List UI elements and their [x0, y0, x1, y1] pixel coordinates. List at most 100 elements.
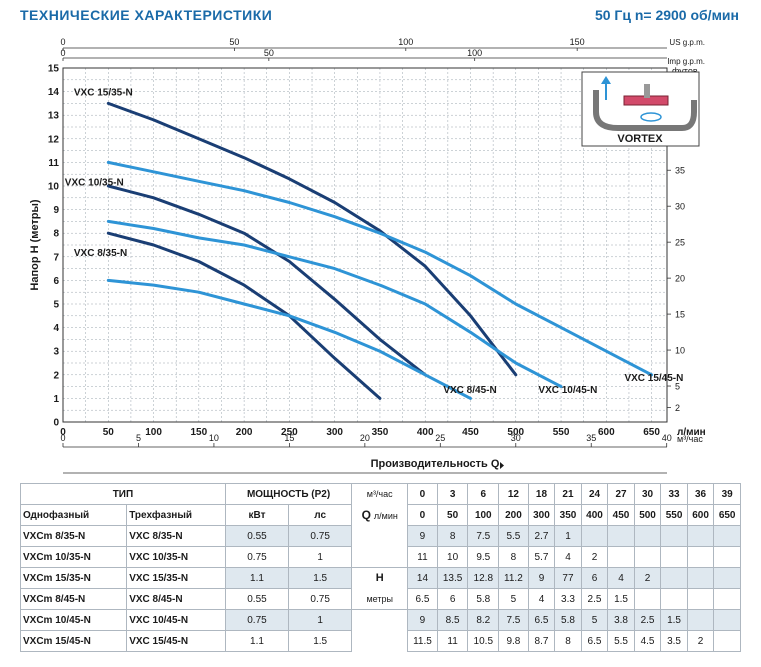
head-value: [633, 546, 662, 568]
head-value: [580, 525, 609, 547]
h-spacer: [351, 630, 409, 652]
head-value: 3.8: [607, 609, 635, 631]
q-lmin-cell: 600: [686, 504, 715, 526]
imp-unit-label: Imp g.p.m.: [667, 57, 705, 66]
power-kw: 0.55: [224, 588, 290, 610]
ft-tick-label: 20: [675, 274, 685, 284]
head-value: [633, 588, 662, 610]
head-value: [660, 546, 688, 568]
x-tick-label-m3h: 35: [586, 433, 596, 443]
head-value: [607, 546, 635, 568]
x-tick-label-lmin: 400: [417, 427, 434, 438]
us-tick-label: 0: [60, 37, 65, 47]
imp-tick-label: 50: [264, 48, 274, 58]
model-three: VXC 10/45-N: [126, 609, 226, 631]
x-tick-label-lmin: 0: [60, 427, 66, 438]
head-value: 5.7: [527, 546, 556, 568]
q-lmin-cell: 0: [407, 504, 438, 526]
head-value: 9: [527, 567, 556, 589]
y-tick-label: 12: [48, 134, 60, 145]
label-vxc-10-35: VXC 10/35-N: [65, 177, 124, 188]
head-value: 8.2: [467, 609, 500, 631]
unit-lmin: л/мин: [373, 511, 398, 521]
table-header-row: ТИП МОЩНОСТЬ (P2) м³/час 0 3 6 12 18 21 24 27 30 33 3…: [20, 483, 741, 505]
col-power: МОЩНОСТЬ (P2): [224, 483, 353, 505]
q-lmin-cell: 400: [580, 504, 609, 526]
model-single: VXCm 15/45-N: [19, 630, 128, 652]
x-tick-label-m3h: 25: [435, 433, 445, 443]
y-tick-label: 15: [48, 64, 60, 75]
us-tick-label: 50: [229, 37, 239, 47]
y-tick-label: 8: [53, 229, 59, 240]
q-m3h-cell: 36: [686, 483, 715, 505]
table-row: VXCm 8/45-N VXC 8/45-N 0.55 0.75 метры 6.5 6 5.…: [19, 588, 741, 610]
model-single: VXCm 8/35-N: [19, 525, 128, 547]
q-lmin-cell: 50: [436, 504, 469, 526]
curve-vxc-8-45-n: [106, 278, 472, 400]
head-value: 5.5: [607, 630, 635, 652]
head-value: 9.8: [498, 630, 529, 652]
x-tick-label-m3h: 0: [60, 433, 65, 443]
head-value: 11: [407, 546, 438, 568]
model-three: VXC 8/45-N: [126, 588, 226, 610]
x-tick-label-lmin: 500: [507, 427, 524, 438]
h-label: H: [351, 567, 409, 589]
head-value: 6.5: [527, 609, 556, 631]
curve-vxc-10-35-n: [106, 184, 427, 377]
h-unit: метры: [351, 588, 409, 610]
vortex-inset: VORTEX: [581, 71, 700, 147]
x-tick-label-lmin: 450: [462, 427, 479, 438]
q-m3h-cell: 27: [607, 483, 635, 505]
x-tick-label-lmin: 50: [103, 427, 115, 438]
power-kw: 0.75: [224, 609, 290, 631]
y-tick-label: 3: [53, 347, 59, 358]
y-tick-label: 4: [53, 323, 59, 334]
ft-tick-label: 25: [675, 238, 685, 248]
head-value: 2.7: [527, 525, 556, 547]
power-hp: 0.75: [288, 525, 353, 547]
arrow-up-icon: [601, 76, 611, 84]
head-value: 5.5: [498, 525, 529, 547]
head-value: [660, 588, 688, 610]
power-kw: 1.1: [224, 567, 290, 589]
table-row: VXCm 10/45-N VXC 10/45-N 0.75 1 9 8.5 8.2 7.5 6.…: [19, 609, 741, 631]
ft-tick-label: 35: [675, 166, 685, 176]
y-tick-label: 9: [53, 205, 59, 216]
col-type: ТИП: [20, 483, 226, 505]
y-tick-label: 14: [48, 87, 60, 98]
head-value: 4.5: [633, 630, 662, 652]
ft-tick-label: 10: [675, 346, 685, 356]
curve-vxc-15-35-n: [106, 101, 518, 377]
y-tick-label: 2: [53, 370, 59, 381]
q-m3h-cell: 21: [554, 483, 582, 505]
power-hp: 1.5: [288, 567, 353, 589]
head-value: 1.5: [607, 588, 635, 610]
head-value: 7.5: [498, 609, 529, 631]
head-value: [713, 546, 741, 568]
x-tick-label-lmin: 100: [145, 427, 162, 438]
us-tick-label: 100: [398, 37, 413, 47]
q-lmin-cell: 200: [498, 504, 529, 526]
head-value: 5: [580, 609, 609, 631]
head-value: 11.2: [498, 567, 529, 589]
q-lmin-cell: 500: [633, 504, 662, 526]
curve-vxc-8-35-n: [106, 231, 382, 400]
head-value: [713, 567, 741, 589]
head-value: [633, 525, 662, 547]
head-value: 8: [436, 525, 469, 547]
h-spacer: [351, 609, 409, 631]
head-value: 8.5: [436, 609, 469, 631]
col-single-phase: Однофазный: [19, 504, 128, 526]
q-m3h-cell: 39: [713, 483, 741, 505]
q-m3h-cell: 12: [498, 483, 529, 505]
y-tick-label: 5: [53, 300, 59, 311]
model-three: VXC 15/35-N: [126, 567, 226, 589]
head-value: 8.7: [527, 630, 556, 652]
y-tick-label: 10: [48, 182, 60, 193]
q-symbol: Q: [361, 508, 371, 522]
y-tick-label: 7: [53, 252, 59, 263]
label-vxc-8-45: VXC 8/45-N: [443, 385, 496, 396]
label-vxc-8-35: VXC 8/35-N: [74, 248, 127, 259]
q-m3h-cell: 0: [407, 483, 438, 505]
q-m3h-cell: 18: [527, 483, 556, 505]
